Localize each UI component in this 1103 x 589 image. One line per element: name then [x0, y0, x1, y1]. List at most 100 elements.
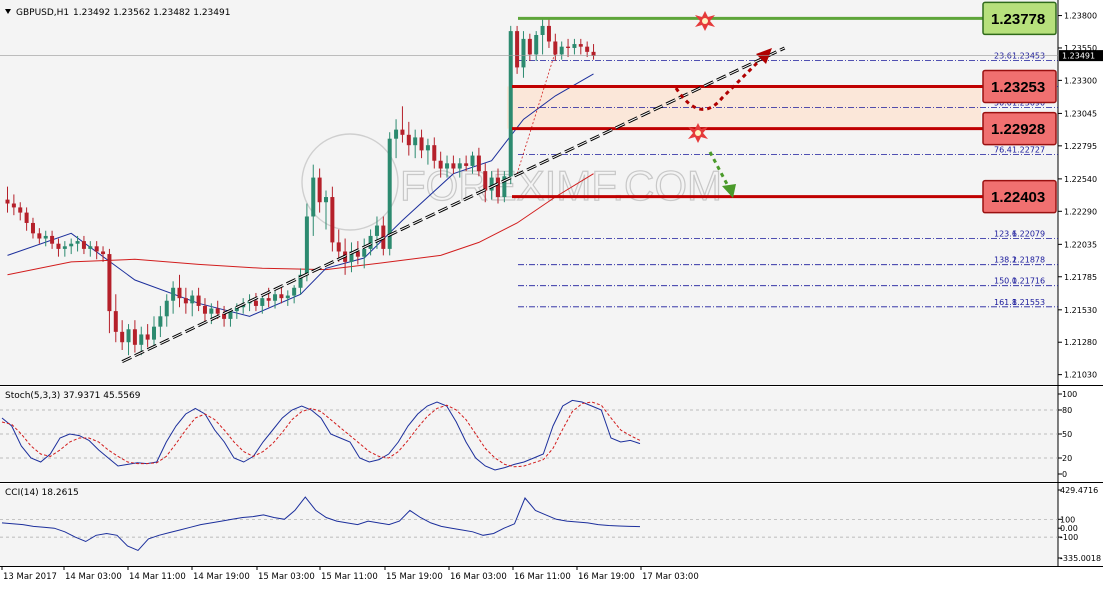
level-box-label: 1.23253	[991, 79, 1045, 96]
price-tick-label: 1.21030	[1064, 371, 1097, 380]
green-arrow-head-icon	[722, 184, 736, 198]
candle-body	[521, 38, 526, 68]
level-box-label: 1.23778	[991, 11, 1045, 28]
candle-body	[107, 254, 112, 312]
candle-body	[457, 163, 462, 169]
price-tick-label: 1.21785	[1064, 273, 1097, 282]
candle-body	[279, 294, 284, 299]
candle-body	[120, 331, 125, 343]
ma-slow-line	[7, 173, 594, 276]
cci-label: CCI(14) 18.2615	[5, 488, 79, 498]
candle-body	[164, 300, 169, 317]
candle-body	[304, 216, 309, 275]
candle-body	[5, 199, 10, 204]
candle-body	[413, 137, 418, 146]
candle-body	[152, 326, 157, 340]
time-tick-label: 13 Mar 2017	[3, 572, 57, 582]
candle-body	[177, 287, 182, 299]
candle-body	[336, 242, 341, 252]
candle-body	[527, 38, 532, 55]
candle-body	[56, 243, 61, 249]
candle-body	[69, 243, 74, 247]
level-box	[982, 179, 1057, 214]
candle-body	[260, 298, 265, 306]
candle-body	[132, 329, 137, 345]
candle-body	[572, 44, 577, 48]
cci-levels	[0, 518, 1058, 538]
candle-body	[432, 145, 437, 161]
candle-body	[273, 294, 278, 301]
price-axis: 1.23800 1.23550 1.23300 1.23045 1.22795 1.225…	[1058, 12, 1097, 380]
stoch-tick-label: 0	[1062, 470, 1067, 479]
candle-body	[75, 241, 80, 244]
candle-body	[515, 31, 520, 68]
candle-body	[202, 305, 207, 314]
time-tick-label: 17 Mar 03:00	[642, 572, 699, 582]
candle-body	[139, 334, 144, 345]
candle-body	[266, 298, 271, 301]
candle-body	[451, 163, 456, 169]
candle-body	[591, 51, 596, 56]
candle-body	[126, 329, 131, 343]
candle-body	[285, 295, 290, 299]
fib-level-label: 123.6	[994, 230, 1017, 239]
candle-body	[94, 246, 99, 252]
candle-body	[546, 25, 551, 42]
chevron-down-icon[interactable]	[5, 9, 11, 14]
stoch-tick-label: 20	[1062, 454, 1072, 463]
candle-body	[362, 248, 367, 257]
candle-body	[88, 246, 93, 249]
stoch-axis: 100 80 50 20 0	[1058, 390, 1077, 479]
cci-panel	[0, 484, 1058, 566]
candle-body	[196, 295, 201, 306]
time-tick-label: 15 Mar 11:00	[321, 572, 378, 582]
time-tick-label: 14 Mar 03:00	[65, 572, 122, 582]
candle-body	[183, 298, 188, 304]
candle-body	[476, 155, 481, 172]
candle-body	[559, 46, 564, 55]
candle-body	[234, 307, 239, 312]
candle-body	[483, 171, 488, 191]
candle-body	[81, 241, 86, 249]
burst-marker-icon	[695, 11, 715, 31]
candle-body	[464, 163, 469, 166]
cci-tick-label: -100	[1060, 533, 1078, 542]
fib-price-label: 1.21553	[1012, 298, 1045, 307]
price-tick-label: 1.21530	[1064, 306, 1097, 315]
symbol-label: GBPUSD,H1	[16, 8, 69, 18]
level-box-label: 1.22928	[991, 121, 1045, 138]
stoch-panel	[0, 387, 1058, 482]
bullish-scenario-arrow	[674, 58, 762, 111]
candle-body	[425, 145, 430, 151]
candle-body	[566, 46, 571, 48]
stoch-signal-line	[1, 401, 641, 468]
bearish-scenario-arrow	[708, 151, 730, 187]
candle-body	[445, 163, 450, 169]
candle-body	[222, 313, 227, 319]
candle-body	[215, 308, 220, 314]
level-box	[982, 1, 1057, 36]
time-tick-label: 14 Mar 11:00	[129, 572, 186, 582]
cci-tick-label: -335.0018	[1060, 554, 1101, 563]
candle-body	[43, 235, 48, 239]
price-tick-label: 1.23800	[1064, 12, 1097, 21]
candle-body	[387, 138, 392, 249]
candle-body	[209, 308, 214, 314]
red-arrow-head-icon	[756, 48, 772, 64]
candle-body	[349, 251, 354, 262]
price-tick-label: 1.22795	[1064, 142, 1097, 151]
fib-level-label: 76.4	[994, 146, 1012, 155]
cci-tick-label: 0.00	[1060, 524, 1078, 533]
current-price-label: 1.23491	[1062, 52, 1095, 61]
level-boxes: 1.23778 1.23253 1.22928 1.22403	[982, 1, 1057, 214]
candle-body	[30, 222, 35, 234]
candle-body	[50, 235, 55, 244]
candle-body	[292, 287, 297, 296]
fib-level-label: 150.0	[994, 277, 1017, 286]
fib-price-label: 1.22079	[1012, 230, 1045, 239]
candle-body	[438, 160, 443, 169]
price-tick-label: 1.23300	[1064, 76, 1097, 85]
burst-marker-icon	[688, 123, 708, 143]
candle-body	[330, 197, 335, 243]
price-tick-label: 1.22540	[1064, 175, 1097, 184]
